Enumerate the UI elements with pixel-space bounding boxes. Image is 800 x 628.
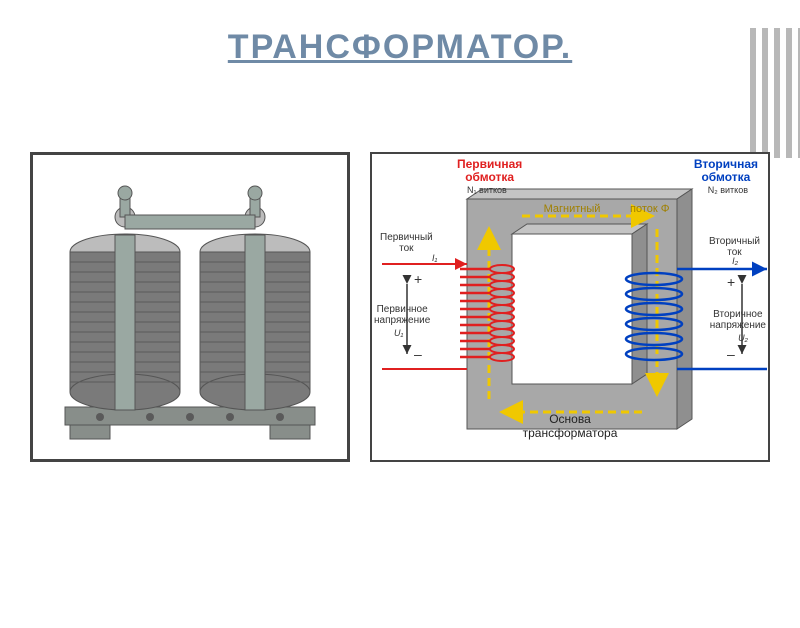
secondary-label: Вторичная обмотка bbox=[694, 158, 758, 184]
transformer-svg bbox=[40, 157, 340, 457]
svg-text:–: – bbox=[414, 346, 422, 362]
u1-sym: U₁ bbox=[394, 329, 403, 339]
i1-sym: I₁ bbox=[432, 254, 437, 264]
content-row: + – + – Магнитный поток Φ Первичная обмо… bbox=[0, 67, 800, 547]
u1-label: Первичное напряжение bbox=[374, 304, 430, 326]
n1-label: N₁ витков bbox=[467, 186, 507, 196]
svg-text:+: + bbox=[414, 271, 422, 287]
svg-text:–: – bbox=[727, 346, 735, 362]
u2-label: Вторичное напряжение bbox=[710, 309, 766, 331]
svg-text:поток Φ: поток Φ bbox=[630, 203, 670, 215]
svg-text:Магнитный: Магнитный bbox=[544, 203, 601, 215]
svg-text:+: + bbox=[727, 274, 735, 290]
transformer-diagram: + – + – Магнитный поток Φ Первичная обмо… bbox=[370, 152, 770, 462]
corner-decor bbox=[750, 28, 800, 158]
i2-label: Вторичный ток bbox=[709, 236, 760, 258]
core-label: Основа трансформатора bbox=[523, 412, 618, 440]
i1-label: Первичный ток bbox=[380, 232, 433, 254]
u2-sym: U₂ bbox=[738, 334, 748, 344]
primary-label: Первичная обмотка bbox=[457, 158, 522, 184]
i2-sym: I₂ bbox=[732, 257, 738, 267]
page-title: ТРАНСФОРМАТОР. bbox=[0, 28, 800, 67]
transformer-photo bbox=[30, 152, 350, 462]
n2-label: N₂ витков bbox=[708, 186, 748, 196]
